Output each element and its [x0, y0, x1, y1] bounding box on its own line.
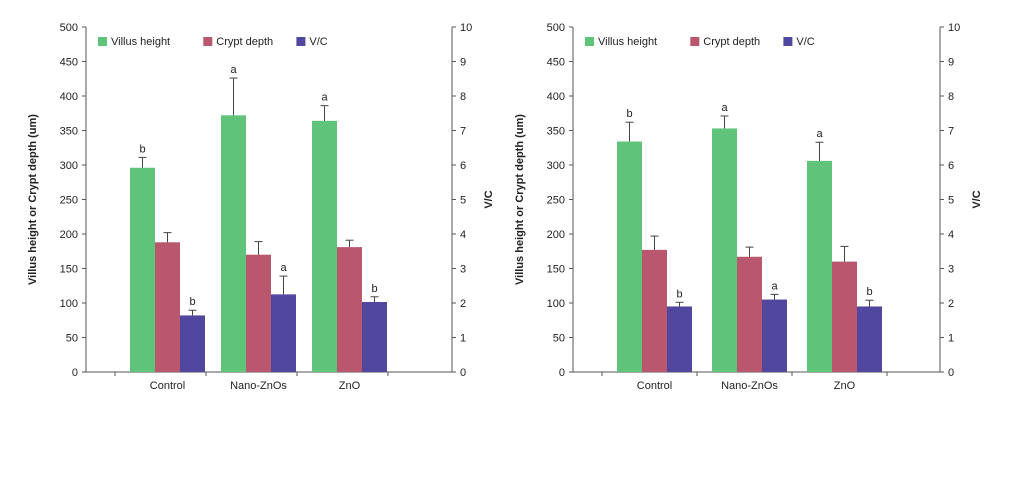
- significance-letter: b: [371, 283, 377, 295]
- y-tick-label: 400: [547, 91, 565, 103]
- bar: [246, 254, 271, 372]
- significance-letter: b: [189, 296, 195, 308]
- y2-tick-label: 0: [460, 367, 466, 379]
- significance-letter: a: [816, 128, 823, 140]
- y2-tick-label: 6: [948, 160, 954, 172]
- y2-tick-label: 8: [460, 91, 466, 103]
- y2-tick-label: 10: [948, 22, 960, 34]
- y-tick-label: 400: [60, 91, 78, 103]
- significance-letter: a: [230, 64, 237, 76]
- y-tick-label: 150: [60, 264, 78, 276]
- y2-axis-title: V/C: [971, 190, 983, 208]
- y-tick-label: 350: [547, 126, 565, 138]
- y-tick-label: 100: [60, 298, 78, 310]
- y-tick-label: 50: [553, 333, 565, 345]
- y-tick-label: 250: [547, 195, 565, 207]
- y-tick-label: 450: [60, 57, 78, 69]
- bar: [832, 261, 857, 372]
- significance-letter: b: [626, 108, 632, 120]
- bar: [712, 128, 737, 372]
- y-tick-label: 250: [60, 195, 78, 207]
- legend-swatch: [98, 37, 107, 46]
- legend-swatch: [585, 37, 594, 46]
- legend-swatch: [690, 37, 700, 46]
- x-tick-label: Control: [637, 380, 672, 392]
- bar: [180, 315, 205, 372]
- y2-tick-label: 5: [948, 195, 954, 207]
- legend-label: V/C: [309, 36, 327, 48]
- y2-tick-label: 2: [948, 298, 954, 310]
- y-tick-label: 200: [547, 229, 565, 241]
- legend-swatch: [783, 37, 793, 46]
- bar: [642, 249, 667, 372]
- y-axis-title: Villus height or Crypt depth (um): [514, 114, 526, 285]
- legend-label: Crypt depth: [216, 36, 273, 48]
- x-tick-label: Nano-ZnOs: [230, 380, 287, 392]
- y2-tick-label: 9: [460, 57, 466, 69]
- significance-letter: b: [676, 288, 682, 300]
- x-tick-label: Nano-ZnOs: [721, 380, 778, 392]
- y-tick-label: 150: [547, 264, 565, 276]
- y-tick-label: 100: [547, 298, 565, 310]
- y2-tick-label: 9: [948, 57, 954, 69]
- y-axis-title: Villus height or Crypt depth (um): [27, 114, 39, 285]
- bar: [362, 301, 387, 372]
- bar: [762, 299, 787, 372]
- y-tick-label: 50: [66, 333, 78, 345]
- y2-tick-label: 1: [460, 333, 466, 345]
- y2-tick-label: 7: [460, 126, 466, 138]
- y-tick-label: 0: [559, 367, 565, 379]
- y2-tick-label: 7: [948, 126, 954, 138]
- legend-label: Villus height: [598, 36, 657, 48]
- significance-letter: b: [139, 143, 145, 155]
- y-tick-label: 500: [547, 22, 565, 34]
- y2-tick-label: 10: [460, 22, 472, 34]
- y2-tick-label: 2: [460, 298, 466, 310]
- y2-tick-label: 0: [948, 367, 954, 379]
- y2-tick-label: 1: [948, 333, 954, 345]
- bar: [312, 120, 337, 372]
- bar: [130, 167, 155, 372]
- bar: [271, 294, 296, 372]
- y-tick-label: 300: [547, 160, 565, 172]
- legend-label: V/C: [796, 36, 814, 48]
- bar: [337, 247, 362, 372]
- x-tick-label: ZnO: [834, 380, 856, 392]
- significance-letter: b: [866, 286, 872, 298]
- y-tick-label: 300: [60, 160, 78, 172]
- significance-letter: a: [771, 280, 778, 292]
- y2-tick-label: 8: [948, 91, 954, 103]
- y2-tick-label: 3: [948, 264, 954, 276]
- x-tick-label: ZnO: [339, 380, 361, 392]
- significance-letter: a: [321, 92, 328, 104]
- bar: [737, 256, 762, 372]
- y-tick-label: 0: [72, 367, 78, 379]
- bar: [807, 160, 832, 372]
- y2-tick-label: 3: [460, 264, 466, 276]
- bar: [617, 141, 642, 372]
- y2-tick-label: 4: [460, 229, 466, 241]
- y-tick-label: 350: [60, 126, 78, 138]
- bar: [221, 115, 246, 372]
- bar: [857, 306, 882, 372]
- y-tick-label: 200: [60, 229, 78, 241]
- significance-letter: a: [280, 262, 287, 274]
- significance-letter: a: [721, 102, 728, 114]
- y-tick-label: 500: [60, 22, 78, 34]
- y2-tick-label: 6: [460, 160, 466, 172]
- y2-axis-title: V/C: [483, 190, 495, 208]
- y2-tick-label: 4: [948, 229, 954, 241]
- legend-label: Villus height: [111, 36, 170, 48]
- legend-label: Crypt depth: [703, 36, 760, 48]
- legend-swatch: [296, 37, 306, 46]
- x-tick-label: Control: [150, 380, 185, 392]
- y2-tick-label: 5: [460, 195, 466, 207]
- bar: [667, 306, 692, 372]
- legend-swatch: [203, 37, 213, 46]
- y-tick-label: 450: [547, 57, 565, 69]
- bar: [155, 242, 180, 372]
